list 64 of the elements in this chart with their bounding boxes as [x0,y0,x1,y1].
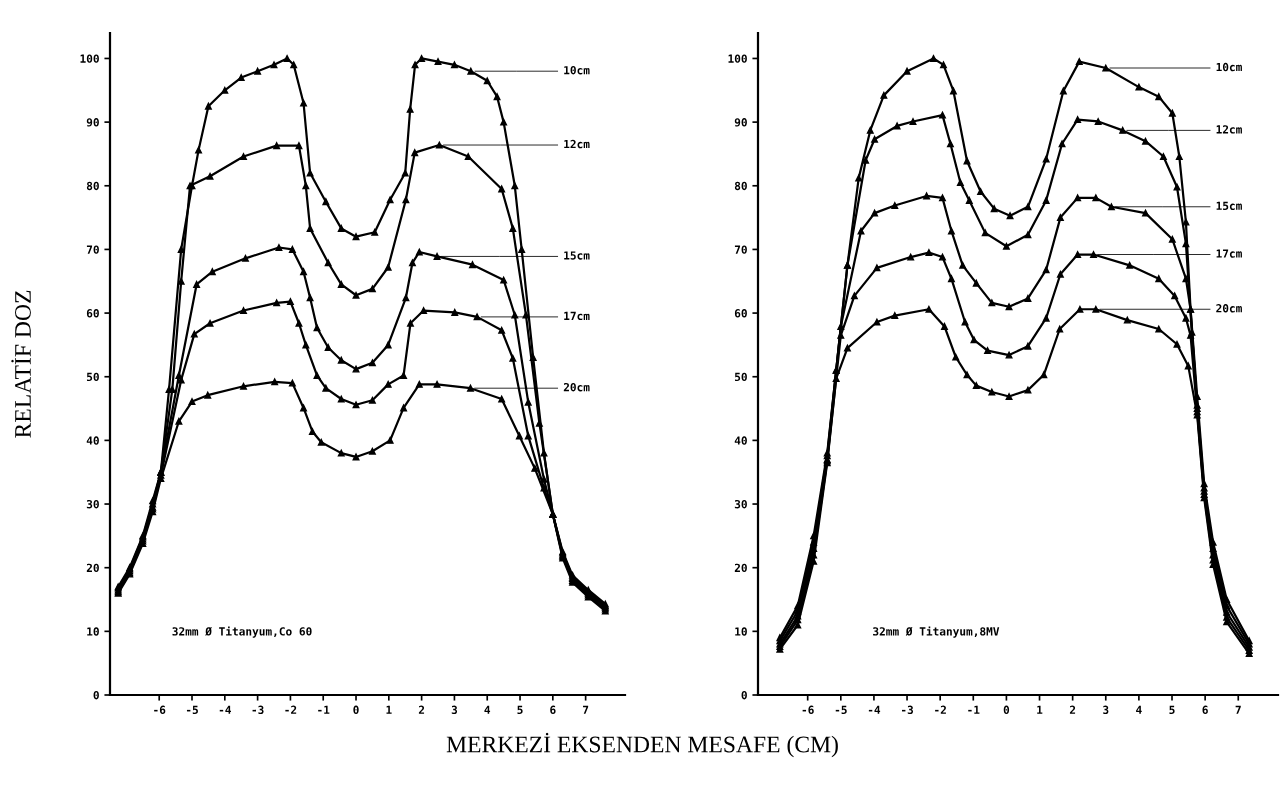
x-tick-label: -2 [285,705,297,714]
x-tick-label: -5 [835,705,847,715]
y-tick-label: 70 [86,245,99,254]
x-tick-label: 7 [583,705,589,714]
x-tick-label: 7 [1235,705,1241,714]
y-tick-label: 40 [734,436,747,445]
y-tick-label: 0 [93,690,99,700]
y-tick-label: 60 [734,309,747,318]
y-tick-label: 50 [86,372,99,382]
x-tick-label: 4 [1136,705,1142,714]
annotation: 32mm Ø Titanyum,Co 60 [172,626,312,638]
x-tick-label: -4 [868,705,881,714]
text: 15cm [564,251,590,260]
y-axis-title: RELATİF DOZ [11,290,31,438]
y-tick-label: 90 [86,118,99,127]
y-tick-label: 100 [80,54,99,63]
x-tick-label: -1 [968,705,980,714]
x-tick-label: 1 [386,705,392,714]
x-tick-label: 2 [1069,705,1076,714]
x-tick-label: 3 [451,705,458,715]
y-tick-label: 70 [734,245,747,254]
x-tick-label: 5 [1169,705,1175,715]
x-tick-label: -4 [219,705,231,714]
y-tick-label: 20 [86,563,99,573]
y-tick-label: 60 [86,309,99,318]
x-tick-label: 6 [1202,705,1208,715]
y-tick-label: 80 [734,181,747,191]
x-axis-title: MERKEZİ EKSENDEN MESAFE (CM) [446,732,838,758]
x-tick-label: -3 [252,705,264,715]
text: 10cm [1216,62,1242,72]
y-tick-label: 30 [86,500,99,509]
x-tick-label: 6 [550,705,556,715]
x-tick-label: -1 [318,705,330,714]
text: 12cm [564,139,590,149]
y-tick-label: 10 [87,627,99,636]
x-tick-label: 3 [1103,705,1109,715]
x-tick-label: -5 [186,705,198,715]
y-tick-label: 30 [734,500,747,509]
text: 17cm [1216,249,1242,258]
x-tick-label: 1 [1037,705,1043,714]
x-tick-label: 0 [1003,705,1010,715]
y-tick-label: 20 [734,563,747,573]
x-tick-label: -6 [154,705,166,715]
y-tick-label: 80 [86,181,99,191]
annotation: 32mm Ø Titanyum,8MV [873,626,1000,638]
y-tick-label: 100 [728,54,747,63]
x-tick-label: -6 [802,705,814,715]
x-tick-label: -3 [901,705,914,715]
x-tick-label: 0 [353,705,359,715]
x-tick-label: 2 [418,705,425,714]
y-tick-label: 40 [86,436,99,445]
y-tick-label: 90 [734,118,747,127]
text: 15cm [1216,201,1242,210]
x-tick-label: 4 [484,705,491,714]
y-tick-label: 50 [734,372,747,382]
text: 17cm [564,311,590,321]
y-tick-label: 0 [741,690,747,700]
text: 20cm [1216,304,1242,313]
text: 20cm [563,383,590,392]
x-tick-label: -2 [935,705,946,714]
y-tick-label: 10 [735,627,747,636]
x-tick-label: 5 [517,705,523,715]
text: 10cm [564,66,590,75]
text: 12cm [1216,125,1242,134]
